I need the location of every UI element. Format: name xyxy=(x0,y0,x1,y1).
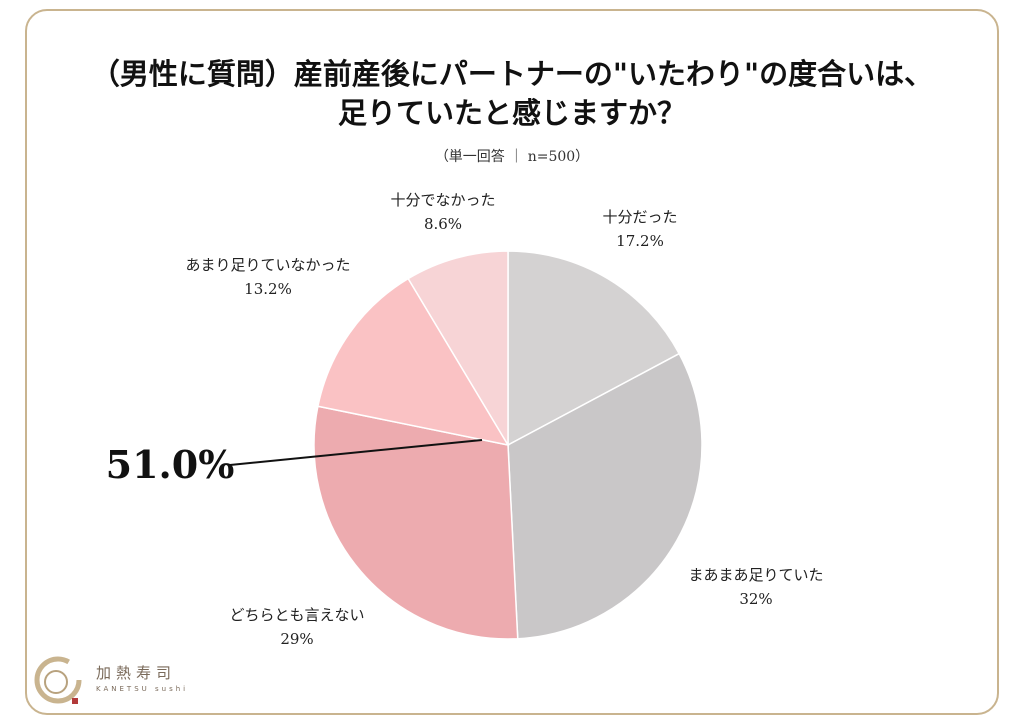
chart-title-line1: （男性に質問）産前産後にパートナーの"いたわり"の度合いは、 xyxy=(90,57,934,91)
callout-line xyxy=(229,439,483,466)
pie-labels: 十分だった 17.2% まあまあ足りていた 32% どちらとも言えない 29% あまり足りて… xyxy=(185,191,823,648)
slice-value-label-4: 13.2% xyxy=(244,280,292,298)
brand-sub-text: sushi xyxy=(155,685,189,693)
chart-frame xyxy=(25,9,999,715)
brand-name: 加熱寿司 xyxy=(96,664,177,682)
slice-category-label-1: 十分だった xyxy=(602,208,677,226)
pie-slices xyxy=(313,250,703,640)
chart-title-line2: 足りていたと感じますか？ xyxy=(337,96,686,130)
brand-romaji-text: KANETSU xyxy=(96,685,150,693)
brand-romaji: KANETSU sushi xyxy=(96,685,188,693)
brand-logo-icon xyxy=(34,656,82,704)
callout-value: 51.0% xyxy=(106,442,235,487)
pie-slice-1 xyxy=(507,250,681,447)
chart-subtitle: （単一回答 ｜ n=500） xyxy=(434,149,590,165)
slice-value-label-2: 32% xyxy=(739,590,772,608)
slice-category-label-4: あまり足りていなかった xyxy=(185,256,350,274)
slice-category-label-2: まあまあ足りていた xyxy=(688,566,823,584)
pie-slice-5 xyxy=(407,250,509,448)
pie-slice-4 xyxy=(317,277,510,447)
slice-value-label-3: 29% xyxy=(280,630,313,648)
slice-value-label-5: 8.6% xyxy=(424,215,462,233)
slice-value-label-1: 17.2% xyxy=(616,232,664,250)
pie-slice-2 xyxy=(507,352,703,640)
pie-slice-3 xyxy=(313,405,519,640)
callout-group: 51.0% xyxy=(106,439,483,487)
slice-category-label-5: 十分でなかった xyxy=(390,191,495,209)
slice-category-label-3: どちらとも言えない xyxy=(229,606,364,624)
